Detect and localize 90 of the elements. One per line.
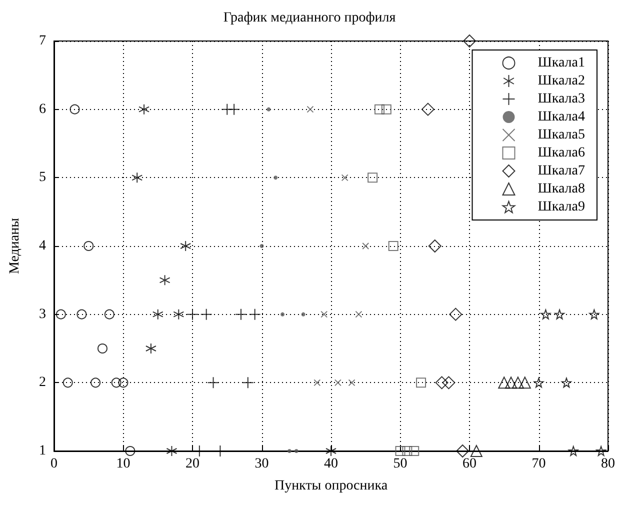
point xyxy=(294,449,298,453)
legend-label: Шкала1 xyxy=(538,56,585,70)
point xyxy=(428,240,442,252)
point xyxy=(518,376,531,389)
point xyxy=(388,241,398,251)
x-tick-label: 80 xyxy=(601,456,615,472)
point xyxy=(348,379,356,386)
point xyxy=(409,446,420,456)
y-axis-title: Медианы xyxy=(8,217,22,274)
x-tick-label: 30 xyxy=(254,456,269,472)
point xyxy=(368,172,378,183)
point xyxy=(505,376,518,389)
legend-label: Шкала5 xyxy=(538,128,585,142)
x-tick-label: 50 xyxy=(393,456,408,472)
x-tick-label: 20 xyxy=(186,456,200,472)
point xyxy=(334,379,342,386)
point xyxy=(314,379,321,386)
point xyxy=(498,376,510,389)
point xyxy=(111,378,122,388)
legend-label: Шкала9 xyxy=(538,200,585,214)
y-tick-label: 4 xyxy=(39,238,46,254)
point xyxy=(280,312,285,316)
point xyxy=(421,102,434,116)
point xyxy=(402,446,412,456)
point xyxy=(62,378,73,388)
point xyxy=(395,446,406,456)
point xyxy=(561,378,572,388)
point xyxy=(56,309,66,320)
point xyxy=(355,310,362,318)
point xyxy=(118,378,128,388)
y-tick-label: 7 xyxy=(39,34,46,48)
point xyxy=(266,107,271,112)
point xyxy=(306,106,314,113)
point xyxy=(416,378,426,388)
point xyxy=(260,244,264,248)
point xyxy=(180,240,192,252)
point xyxy=(449,308,462,321)
point xyxy=(84,241,94,251)
point xyxy=(456,444,470,458)
point xyxy=(540,309,551,320)
point xyxy=(589,309,600,320)
point xyxy=(568,446,578,456)
point xyxy=(301,312,306,316)
point xyxy=(97,344,108,354)
point xyxy=(76,309,87,320)
y-tick-label: 2 xyxy=(39,375,46,390)
x-tick-label: 10 xyxy=(116,456,130,472)
point xyxy=(104,309,114,320)
point xyxy=(138,104,150,115)
point xyxy=(70,104,80,114)
x-tick-label: 0 xyxy=(50,456,58,472)
point xyxy=(125,446,136,456)
x-tick-label: 60 xyxy=(462,456,476,472)
x-axis-title: Пункты опросника xyxy=(274,478,388,494)
point xyxy=(341,174,348,182)
point xyxy=(362,242,370,250)
y-tick-label: 1 xyxy=(39,444,46,458)
chart-title: График медианного профиля xyxy=(223,10,396,26)
point xyxy=(512,376,524,389)
point xyxy=(442,376,456,390)
point xyxy=(166,446,178,456)
point xyxy=(435,376,448,390)
y-tick-label: 3 xyxy=(39,306,46,322)
x-tick-label: 40 xyxy=(324,456,338,472)
point xyxy=(320,310,328,318)
point xyxy=(145,343,156,354)
point xyxy=(554,309,565,320)
point xyxy=(463,34,476,48)
x-tick-label: 70 xyxy=(532,456,546,472)
point xyxy=(132,172,143,184)
point xyxy=(374,104,384,114)
legend-label: Шкала7 xyxy=(538,164,585,178)
point xyxy=(381,104,392,114)
legend-label: Шкала3 xyxy=(538,92,585,106)
point xyxy=(90,378,101,388)
point xyxy=(274,176,278,180)
point xyxy=(287,449,292,453)
legend-label: Шкала6 xyxy=(538,146,585,160)
point xyxy=(159,274,170,286)
point xyxy=(470,445,482,457)
y-tick-label: 5 xyxy=(39,170,46,186)
point xyxy=(173,308,184,320)
legend-label: Шкала2 xyxy=(538,74,585,88)
legend-label: Шкала4 xyxy=(538,110,585,124)
point xyxy=(326,446,336,456)
point xyxy=(152,308,164,320)
legend-label: Шкала8 xyxy=(538,182,585,196)
y-tick-label: 6 xyxy=(39,102,46,117)
point xyxy=(596,446,606,456)
point xyxy=(534,378,544,388)
